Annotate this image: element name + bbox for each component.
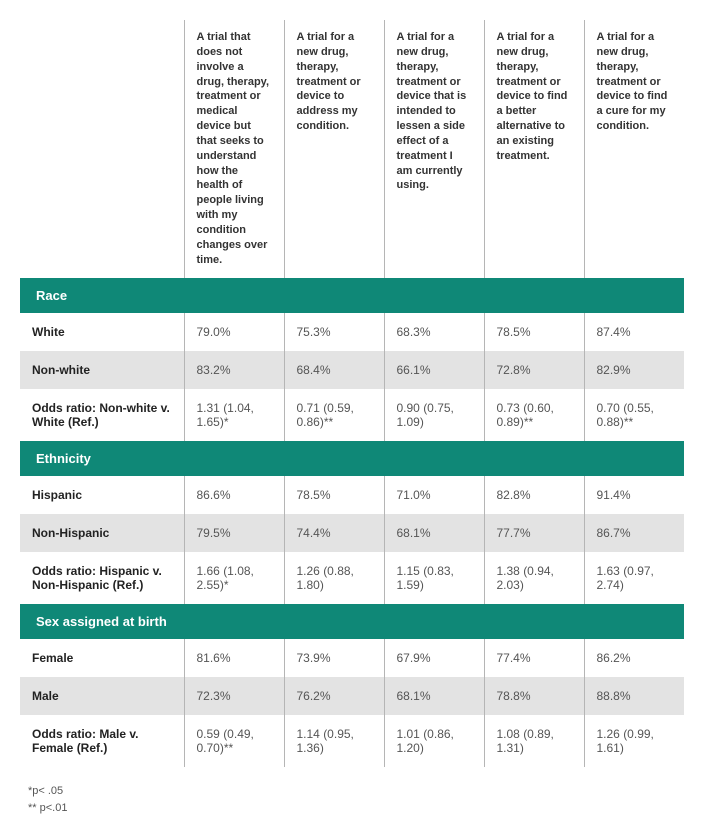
cell: 79.5%: [184, 514, 284, 552]
cell: 79.0%: [184, 313, 284, 351]
cell: 88.8%: [584, 677, 684, 715]
cell: 0.73 (0.60, 0.89)**: [484, 389, 584, 441]
section-title: Ethnicity: [20, 441, 684, 476]
row-label: Odds ratio: Hispanic v. Non-Hispanic (Re…: [20, 552, 184, 604]
cell: 87.4%: [584, 313, 684, 351]
section-title: Race: [20, 278, 684, 313]
cell: 72.8%: [484, 351, 584, 389]
row-label: Non-Hispanic: [20, 514, 184, 552]
row-label: Male: [20, 677, 184, 715]
cell: 1.14 (0.95, 1.36): [284, 715, 384, 767]
table-row: Male72.3%76.2%68.1%78.8%88.8%: [20, 677, 684, 715]
table-row: Odds ratio: Non-white v. White (Ref.)1.3…: [20, 389, 684, 441]
cell: 81.6%: [184, 639, 284, 677]
cell: 74.4%: [284, 514, 384, 552]
section-header: Sex assigned at birth: [20, 604, 684, 639]
col-header: A trial for a new drug, therapy, treatme…: [284, 20, 384, 278]
cell: 78.8%: [484, 677, 584, 715]
cell: 78.5%: [484, 313, 584, 351]
data-table: A trial that does not involve a drug, th…: [20, 20, 684, 767]
table-row: Non-Hispanic79.5%74.4%68.1%77.7%86.7%: [20, 514, 684, 552]
col-header: A trial for a new drug, therapy, treatme…: [484, 20, 584, 278]
table-row: Female81.6%73.9%67.9%77.4%86.2%: [20, 639, 684, 677]
section-header: Race: [20, 278, 684, 313]
cell: 1.66 (1.08, 2.55)*: [184, 552, 284, 604]
table-body: RaceWhite79.0%75.3%68.3%78.5%87.4%Non-wh…: [20, 278, 684, 767]
col-header: A trial for a new drug, therapy, treatme…: [584, 20, 684, 278]
cell: 72.3%: [184, 677, 284, 715]
footnotes: *p< .05 ** p<.01: [20, 783, 684, 818]
cell: 68.1%: [384, 677, 484, 715]
cell: 68.1%: [384, 514, 484, 552]
cell: 0.71 (0.59, 0.86)**: [284, 389, 384, 441]
row-label: Odds ratio: Non-white v. White (Ref.): [20, 389, 184, 441]
cell: 82.9%: [584, 351, 684, 389]
cell: 83.2%: [184, 351, 284, 389]
col-header: A trial for a new drug, therapy, treatme…: [384, 20, 484, 278]
cell: 86.2%: [584, 639, 684, 677]
cell: 0.59 (0.49, 0.70)**: [184, 715, 284, 767]
row-label: Female: [20, 639, 184, 677]
cell: 1.26 (0.88, 1.80): [284, 552, 384, 604]
cell: 82.8%: [484, 476, 584, 514]
footnote: *p< .05: [28, 783, 684, 801]
table-header: A trial that does not involve a drug, th…: [20, 20, 684, 278]
cell: 77.4%: [484, 639, 584, 677]
cell: 68.3%: [384, 313, 484, 351]
cell: 67.9%: [384, 639, 484, 677]
cell: 0.70 (0.55, 0.88)**: [584, 389, 684, 441]
cell: 71.0%: [384, 476, 484, 514]
row-label: Non-white: [20, 351, 184, 389]
cell: 91.4%: [584, 476, 684, 514]
cell: 73.9%: [284, 639, 384, 677]
footnote: ** p<.01: [28, 800, 684, 818]
table-row: Non-white83.2%68.4%66.1%72.8%82.9%: [20, 351, 684, 389]
cell: 77.7%: [484, 514, 584, 552]
cell: 1.08 (0.89, 1.31): [484, 715, 584, 767]
row-label: Hispanic: [20, 476, 184, 514]
cell: 1.38 (0.94, 2.03): [484, 552, 584, 604]
cell: 66.1%: [384, 351, 484, 389]
col-header: [20, 20, 184, 278]
cell: 86.6%: [184, 476, 284, 514]
table-row: Odds ratio: Male v. Female (Ref.)0.59 (0…: [20, 715, 684, 767]
row-label: White: [20, 313, 184, 351]
section-title: Sex assigned at birth: [20, 604, 684, 639]
cell: 1.63 (0.97, 2.74): [584, 552, 684, 604]
cell: 1.01 (0.86, 1.20): [384, 715, 484, 767]
cell: 0.90 (0.75, 1.09): [384, 389, 484, 441]
cell: 78.5%: [284, 476, 384, 514]
section-header: Ethnicity: [20, 441, 684, 476]
cell: 68.4%: [284, 351, 384, 389]
cell: 1.26 (0.99, 1.61): [584, 715, 684, 767]
table-row: White79.0%75.3%68.3%78.5%87.4%: [20, 313, 684, 351]
cell: 86.7%: [584, 514, 684, 552]
cell: 75.3%: [284, 313, 384, 351]
cell: 1.31 (1.04, 1.65)*: [184, 389, 284, 441]
table-row: Hispanic86.6%78.5%71.0%82.8%91.4%: [20, 476, 684, 514]
row-label: Odds ratio: Male v. Female (Ref.): [20, 715, 184, 767]
cell: 76.2%: [284, 677, 384, 715]
table-row: Odds ratio: Hispanic v. Non-Hispanic (Re…: [20, 552, 684, 604]
cell: 1.15 (0.83, 1.59): [384, 552, 484, 604]
col-header: A trial that does not involve a drug, th…: [184, 20, 284, 278]
